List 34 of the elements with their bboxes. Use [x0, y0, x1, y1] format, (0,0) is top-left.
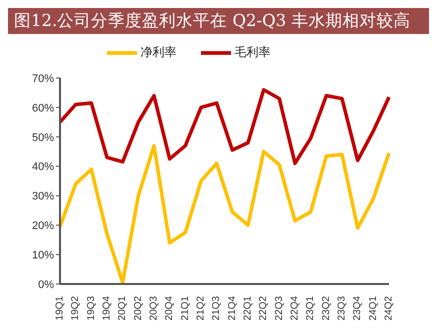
x-tick-label: 22Q2 [258, 296, 270, 320]
x-tick-label: 20Q2 [132, 296, 144, 320]
x-tick-label: 19Q2 [70, 296, 82, 320]
y-tick-label: 20% [32, 220, 54, 232]
x-tick-label: 21Q2 [196, 296, 206, 320]
x-tick-label: 21Q3 [211, 296, 222, 320]
x-tick-label: 23Q3 [336, 296, 348, 320]
x-tick-label: 20Q4 [164, 296, 176, 320]
x-tick-label: 20Q1 [117, 296, 128, 320]
x-tick-label: 24Q1 [368, 296, 379, 320]
y-tick-label: 70% [32, 72, 54, 85]
x-tick-label: 23Q2 [320, 296, 332, 320]
x-tick-label: 19Q1 [54, 296, 66, 320]
y-tick-label: 50% [32, 132, 54, 144]
x-tick-label: 20Q3 [148, 296, 160, 320]
legend-label: 毛利率 [234, 45, 270, 60]
x-tick-label: 21Q1 [180, 296, 191, 320]
y-tick-label: 30% [32, 190, 54, 203]
legend-label: 净利率 [140, 45, 176, 60]
x-tick-label: 23Q1 [305, 296, 316, 320]
x-tick-label: 19Q4 [102, 296, 112, 320]
y-tick-label: 0% [38, 278, 54, 291]
x-tick-label: 24Q2 [384, 296, 394, 320]
y-tick-label: 40% [32, 161, 54, 174]
chart-title: 图12.公司分季度盈利水平在 Q2-Q3 丰水期相对较高 [8, 8, 429, 34]
y-tick-label: 60% [32, 102, 54, 114]
y-tick-label: 10% [32, 249, 54, 262]
x-tick-label: 22Q3 [274, 296, 285, 320]
x-tick-label: 22Q4 [290, 296, 300, 320]
x-tick-label: 19Q3 [86, 296, 97, 320]
line-series [58, 88, 391, 166]
x-tick-label: 22Q1 [242, 296, 254, 320]
x-tick-label: 21Q4 [226, 296, 238, 320]
x-tick-label: 23Q4 [352, 296, 364, 320]
